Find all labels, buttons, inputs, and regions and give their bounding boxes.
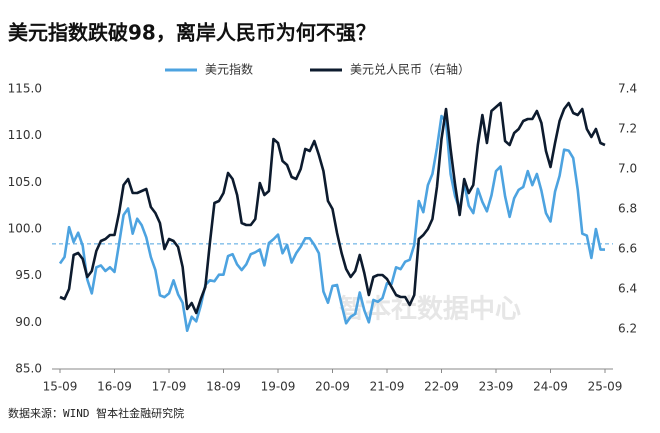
data-line xyxy=(59,101,606,315)
y2-tick-label: 6.4 xyxy=(618,282,637,296)
y2-tick-label: 7.0 xyxy=(618,162,637,176)
y-tick-label: 110.0 xyxy=(8,128,42,142)
chart-title: 美元指数跌破98，离岸人民币为何不强？ xyxy=(8,21,376,45)
y2-tick-label: 6.6 xyxy=(618,242,637,256)
y-tick-label: 90.0 xyxy=(15,315,42,329)
y2-tick-label: 7.4 xyxy=(618,82,637,96)
watermark: 智本社数据中心 xyxy=(339,294,521,325)
legend-label: 美元兑人民币（右轴） xyxy=(350,62,470,77)
y-tick-label: 100.0 xyxy=(8,222,42,236)
y2-tick-label: 6.8 xyxy=(618,202,637,216)
y2-tick-label: 6.2 xyxy=(618,322,637,336)
y-tick-label: 85.0 xyxy=(15,362,42,376)
data-line xyxy=(58,114,605,333)
y-tick-label: 95.0 xyxy=(15,268,42,282)
x-tick-label: 20-09 xyxy=(315,380,350,394)
source-note: 数据来源：WIND 智本社金融研究院 xyxy=(8,406,184,420)
x-tick-label: 21-09 xyxy=(370,380,405,394)
x-tick-label: 23-09 xyxy=(479,380,514,394)
x-tick-label: 24-09 xyxy=(533,380,568,394)
legend-label: 美元指数 xyxy=(205,62,253,77)
x-tick-label: 22-09 xyxy=(424,380,459,394)
x-tick-label: 17-09 xyxy=(152,380,187,394)
x-tick-label: 15-09 xyxy=(43,380,78,394)
y-tick-label: 105.0 xyxy=(8,175,42,189)
x-tick-label: 18-09 xyxy=(206,380,241,394)
y-tick-label: 115.0 xyxy=(8,82,42,96)
y2-tick-label: 7.2 xyxy=(618,122,637,136)
x-tick-label: 16-09 xyxy=(97,380,132,394)
x-tick-label: 25-09 xyxy=(588,380,623,394)
x-tick-label: 19-09 xyxy=(261,380,296,394)
